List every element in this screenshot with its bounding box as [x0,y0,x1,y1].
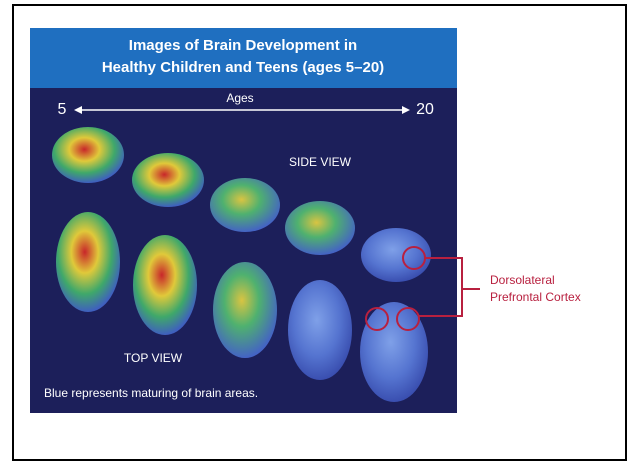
top-view-label: TOP VIEW [124,351,183,365]
side-view-label: SIDE VIEW [289,155,352,169]
brain-side [210,178,280,232]
brain-side [52,127,124,183]
brain-top [213,262,277,358]
caption: Blue represents maturing of brain areas. [44,386,258,400]
brain-side [361,228,431,282]
callout-label: Dorsolateral [490,273,555,287]
brain-top [56,212,120,312]
page: {"header": {"title_lines": ["Images of B… [0,0,632,463]
brain-top [133,235,197,335]
axis-start: 5 [58,101,67,118]
axis-end: 20 [416,101,434,118]
axis-label: Ages [226,91,253,105]
title-line: Healthy Children and Teens (ages 5–20) [102,59,384,76]
slide: Images of Brain Development in Healthy C… [0,0,632,463]
title-line: Images of Brain Development in [129,37,357,54]
brain-side [132,153,204,207]
brain-side [285,201,355,255]
callout-label: Prefrontal Cortex [490,290,581,304]
brain-top [288,280,352,380]
